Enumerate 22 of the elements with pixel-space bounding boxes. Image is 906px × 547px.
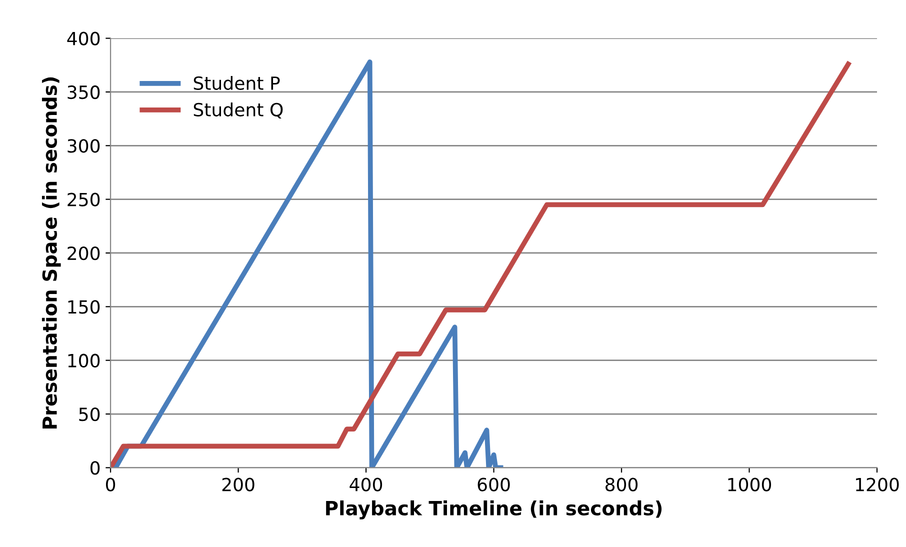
x-tick-label: 1200 — [856, 478, 899, 492]
x-tick-label: 0 — [106, 478, 116, 492]
legend-label: Student Q — [194, 102, 283, 119]
y-tick-label: 200 — [68, 246, 100, 260]
y-tick-label: 100 — [68, 354, 100, 368]
x-tick-label: 400 — [350, 478, 382, 492]
y-tick-label: 300 — [68, 139, 100, 153]
x-tick-label: 800 — [606, 478, 638, 492]
x-tick-label: 200 — [222, 478, 254, 492]
y-tick-label: 150 — [68, 300, 100, 314]
x-tick-label: 600 — [478, 478, 510, 492]
y-axis-title: Presentation Space (in seconds) — [42, 77, 61, 428]
x-axis-title: Playback Timeline (in seconds) — [326, 500, 662, 520]
y-tick-label: 250 — [68, 192, 100, 206]
y-tick-label: 0 — [90, 461, 100, 475]
y-tick-label: 400 — [67, 32, 100, 46]
legend-label: Student P — [194, 76, 280, 90]
y-tick-label: 350 — [68, 85, 100, 100]
line-series — [110, 62, 851, 468]
x-tick-label: 1000 — [728, 478, 772, 492]
y-tick-label: 50 — [79, 407, 100, 422]
line-series — [113, 59, 504, 468]
